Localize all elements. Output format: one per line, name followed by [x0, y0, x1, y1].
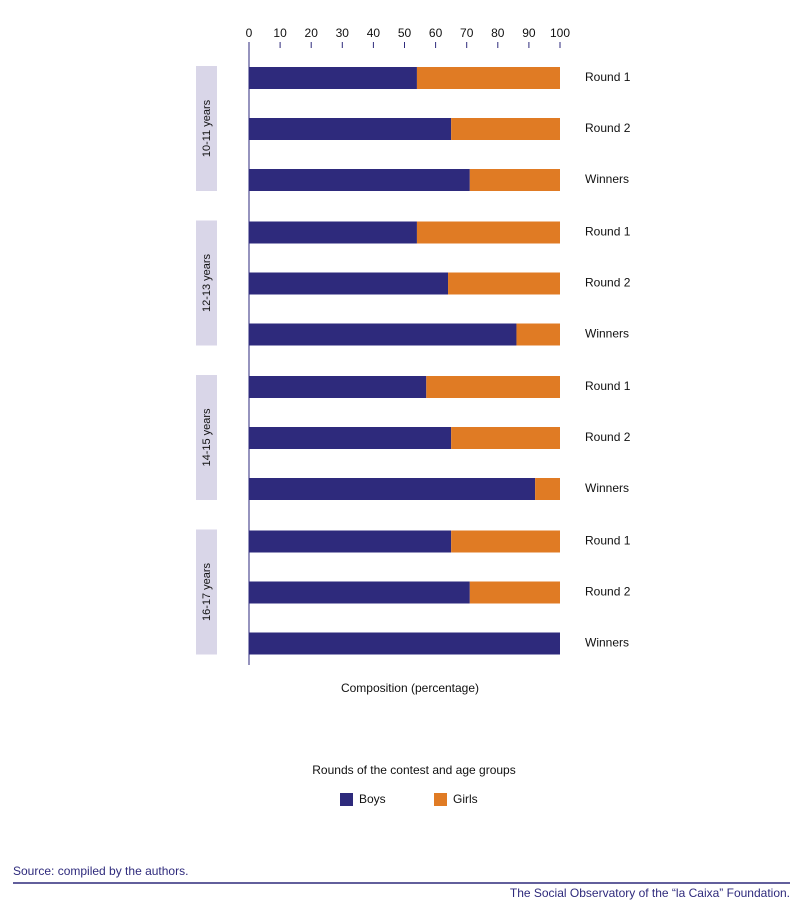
bar-segment: [448, 272, 560, 295]
category-label: Round 2: [585, 276, 631, 290]
footer: The Social Observatory of the “la Caixa”…: [510, 886, 790, 900]
bar-segment: [249, 581, 470, 604]
x-tick-label: 0: [246, 26, 253, 40]
group-box: [196, 529, 217, 655]
group-box: [196, 66, 217, 191]
category-label: Winners: [585, 481, 629, 495]
category-label: Round 2: [585, 121, 631, 135]
bar-segment: [426, 376, 560, 398]
source: Source: compiled by the authors.: [13, 864, 188, 878]
category-label: Round 1: [585, 534, 631, 548]
bar-segment: [535, 478, 560, 500]
legend-label: Boys: [359, 792, 386, 806]
bar-segment: [249, 67, 417, 89]
group-box: [196, 220, 217, 346]
group-label: 12-13 years: [201, 253, 213, 312]
x-tick-label: 70: [460, 26, 474, 40]
group-label: 10-11 years: [201, 99, 213, 157]
x-tick-label: 10: [273, 26, 287, 40]
legend-swatch: [434, 793, 447, 806]
legend-swatch: [340, 793, 353, 806]
category-label: Round 2: [585, 430, 631, 444]
x-tick-label: 90: [522, 26, 536, 40]
x-tick-label: 40: [367, 26, 381, 40]
bar-segment: [469, 169, 560, 191]
x-tick-label: 20: [305, 26, 319, 40]
x-tick-label: 50: [398, 26, 412, 40]
bar-segment: [469, 581, 560, 604]
bar-segment: [249, 323, 517, 346]
bar-segment: [249, 530, 452, 553]
bar-segment: [416, 67, 560, 89]
bar-segment: [451, 118, 560, 140]
bar-segment: [249, 272, 449, 295]
bar-segment: [451, 427, 560, 449]
x-tick-label: 100: [550, 26, 570, 40]
bar-segment: [249, 632, 560, 655]
bar-segment: [249, 478, 536, 500]
category-label: Winners: [585, 327, 629, 341]
x-tick-label: 60: [429, 26, 443, 40]
category-label: Round 1: [585, 379, 631, 393]
bar-segment: [416, 221, 560, 244]
bar-segment: [249, 376, 427, 398]
category-label: Round 1: [585, 225, 631, 239]
group-label: 14-15 years: [201, 408, 213, 467]
bar-segment: [249, 169, 470, 191]
category-label: Round 1: [585, 70, 631, 84]
legend-label: Girls: [453, 792, 478, 806]
legend-title: Rounds of the contest and age groups: [312, 763, 515, 777]
category-label: Winners: [585, 636, 629, 650]
x-tick-label: 30: [336, 26, 350, 40]
bar-segment: [516, 323, 560, 346]
x-tick-label: 80: [491, 26, 505, 40]
x-axis-label: Composition (percentage): [341, 681, 479, 695]
group-label: 16-17 years: [201, 562, 213, 621]
group-box: [196, 375, 217, 500]
bar-segment: [249, 118, 452, 140]
bar-segment: [249, 427, 452, 449]
category-label: Round 2: [585, 585, 631, 599]
category-label: Winners: [585, 172, 629, 186]
bar-segment: [249, 221, 417, 244]
bar-segment: [451, 530, 560, 553]
